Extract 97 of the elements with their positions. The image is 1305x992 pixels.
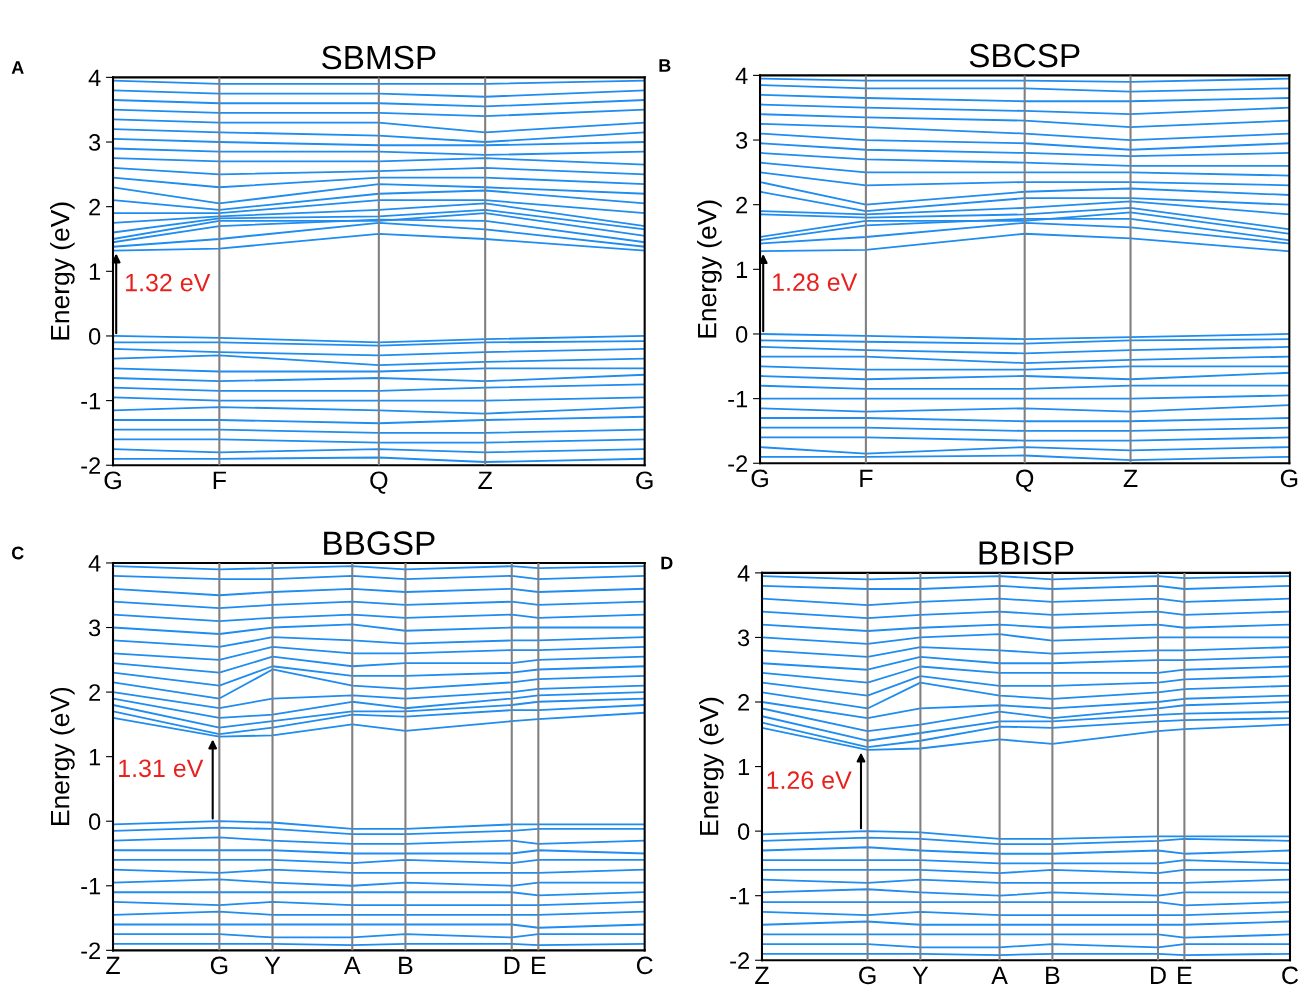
x-tick-label: G — [859, 966, 876, 985]
y-tick-label: 1 — [89, 748, 101, 766]
y-tick-label: 3 — [737, 629, 750, 647]
x-tick-label: G — [636, 471, 653, 490]
y-tick-label: 4 — [88, 555, 101, 572]
annotation: 1.32 eV — [126, 273, 211, 292]
line-series — [113, 655, 645, 674]
x-tick-label: G — [751, 469, 768, 488]
x-tick-label: B — [399, 956, 413, 975]
x-tick-label: B — [1046, 966, 1060, 984]
chart-title: BBISP — [979, 541, 1074, 565]
annotation: 1.26 eV — [767, 771, 852, 790]
x-tick-label: C — [636, 956, 653, 975]
x-tick-label: F — [860, 469, 873, 487]
y-tick-label: 2 — [89, 198, 101, 216]
chart-title: BBGSP — [324, 531, 435, 555]
y-tick-label: 0 — [736, 326, 748, 343]
y-tick-label: 3 — [88, 134, 101, 151]
y-tick-label: -2 — [81, 942, 101, 959]
chart-title: SBCSP — [969, 43, 1080, 68]
text: A — [11, 61, 24, 74]
x-tick-label: E — [1178, 966, 1192, 984]
y-tick-label: 3 — [736, 132, 748, 149]
y-tick-label: -1 — [81, 392, 101, 410]
line-series — [113, 335, 645, 344]
x-tick-label: Z — [478, 471, 493, 489]
x-tick-label: Y — [264, 956, 281, 975]
x-tick-label: D — [504, 956, 520, 975]
y-axis-title: Energy (eV) — [697, 200, 722, 338]
line-series — [761, 694, 1290, 720]
y-tick-label: 4 — [88, 69, 101, 86]
line-series — [113, 636, 645, 648]
y-tick-label: -2 — [730, 952, 749, 969]
y-tick-label: -1 — [728, 390, 748, 408]
line-series — [761, 665, 1290, 684]
line-series — [113, 623, 645, 635]
y-tick-label: 0 — [89, 813, 101, 830]
y-tick-label: -1 — [730, 888, 750, 905]
x-tick-label: F — [213, 471, 226, 489]
x-tick-label: Z — [1123, 469, 1138, 487]
text: D — [661, 556, 673, 570]
line-series — [761, 681, 1290, 710]
y-tick-label: -1 — [81, 878, 101, 895]
line-series — [113, 668, 645, 700]
y-tick-label: 2 — [738, 694, 749, 711]
x-tick-label: D — [1151, 966, 1166, 984]
x-tick-label: Q — [370, 471, 388, 494]
line-series — [113, 645, 645, 661]
line-series — [761, 675, 1290, 697]
x-tick-label: G — [210, 956, 228, 975]
x-tick-label: A — [991, 966, 1008, 984]
line-series — [760, 181, 1290, 206]
line-series — [761, 646, 1290, 658]
line-series — [761, 655, 1290, 671]
y-tick-label: 1 — [736, 261, 748, 278]
y-axis-title: Energy (eV) — [699, 697, 724, 835]
line-series — [113, 232, 645, 252]
y-tick-label: 3 — [88, 619, 101, 637]
y-axis-title: Energy (eV) — [50, 687, 75, 825]
y-axis-title: Energy (eV) — [50, 202, 75, 340]
x-tick-label: G — [104, 471, 121, 490]
line-series — [760, 152, 1290, 167]
x-tick-label: Z — [106, 956, 120, 975]
chart-title: SBMSP — [322, 45, 436, 70]
y-tick-label: 0 — [89, 328, 101, 345]
line-series — [113, 684, 645, 710]
y-tick-label: 1 — [738, 758, 750, 776]
x-tick-label: E — [532, 956, 546, 975]
x-tick-label: A — [343, 956, 361, 975]
line-series — [113, 128, 645, 143]
x-tick-label: Z — [755, 966, 769, 984]
annotation: 1.28 eV — [773, 273, 858, 292]
y-tick-label: 2 — [736, 196, 748, 214]
text: B — [659, 59, 671, 72]
x-tick-label: C — [1282, 966, 1299, 985]
y-tick-label: 2 — [89, 684, 101, 701]
line-series — [760, 103, 1290, 116]
y-tick-label: 4 — [737, 565, 750, 582]
y-tick-label: 0 — [737, 823, 750, 840]
y-tick-label: -2 — [81, 457, 101, 474]
y-tick-label: -2 — [728, 455, 748, 472]
line-series — [760, 142, 1290, 158]
x-tick-label: Q — [1016, 469, 1034, 492]
x-tick-label: Y — [912, 966, 929, 984]
line-series — [761, 633, 1290, 645]
line-series — [113, 820, 645, 830]
annotation: 1.31 eV — [119, 759, 204, 778]
y-tick-label: 4 — [735, 67, 748, 84]
line-series — [761, 717, 1290, 749]
line-series — [760, 122, 1290, 141]
line-series — [113, 826, 645, 836]
text: C — [11, 546, 24, 560]
line-series — [760, 232, 1290, 253]
y-tick-label: 1 — [89, 263, 101, 280]
line-series — [760, 113, 1290, 129]
line-series — [760, 132, 1290, 151]
x-tick-label: G — [1280, 469, 1298, 488]
